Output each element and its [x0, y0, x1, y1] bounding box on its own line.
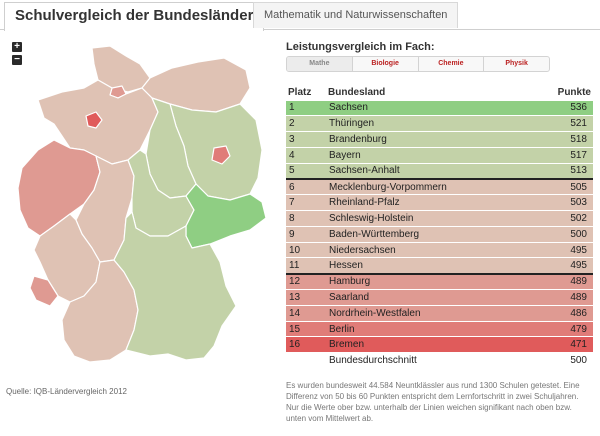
table-row[interactable]: 9 Baden-Württemberg 500 [286, 225, 593, 243]
rank-place-cell: 2 [286, 115, 326, 132]
rank-place-cell: 12 [286, 273, 326, 290]
table-row[interactable]: 8 Schleswig-Holstein 502 [286, 210, 593, 227]
ranking-rows: 1 Sachsen 536 2 Thüringen 521 3 Brandenburg 518 4… [286, 99, 593, 369]
subject-switcher: Mathe Biologie Chemie Physik [286, 56, 550, 72]
points-cell: 486 [531, 304, 593, 322]
subject-button-physik[interactable]: Physik [483, 57, 549, 71]
rank-place-cell: 8 [286, 210, 326, 227]
state-name-cell: Thüringen [326, 115, 532, 132]
rank-place-cell: 7 [286, 194, 326, 211]
average-points: 500 [531, 352, 593, 369]
table-row[interactable]: 12 Hamburg 489 [286, 273, 593, 290]
rank-place-cell: 9 [286, 225, 326, 243]
subject-button-biologie[interactable]: Biologie [351, 57, 418, 71]
table-row[interactable]: 7 Rheinland-Pfalz 503 [286, 194, 593, 211]
state-name-cell: Saarland [326, 289, 532, 306]
points-cell: 536 [531, 99, 593, 116]
average-label: Bundesdurchschnitt [326, 352, 532, 369]
state-name-cell: Berlin [326, 320, 532, 337]
column-header-state: Bundesland [328, 87, 386, 99]
state-name-cell: Hamburg [326, 273, 532, 290]
points-cell: 479 [531, 320, 593, 337]
points-cell: 518 [531, 131, 593, 148]
tab-math-science[interactable]: Mathematik und Naturwissenschaften [253, 2, 459, 28]
info-text: Es wurden bundesweit 44.584 Neuntklässle… [286, 381, 580, 423]
state-name-cell: Sachsen [326, 99, 532, 116]
table-row[interactable]: 15 Berlin 479 [286, 320, 593, 337]
points-cell: 513 [531, 162, 593, 180]
state-saarland[interactable] [29, 275, 59, 307]
points-cell: 503 [531, 194, 593, 211]
points-cell: 505 [531, 178, 593, 195]
map-source: Quelle: IQB-Ländervergleich 2012 [6, 387, 127, 396]
subject-button-chemie[interactable]: Chemie [417, 57, 484, 71]
table-row[interactable]: 3 Brandenburg 518 [286, 131, 593, 148]
points-cell: 495 [531, 257, 593, 275]
table-row[interactable]: 13 Saarland 489 [286, 289, 593, 306]
rank-place-cell: 13 [286, 289, 326, 306]
rank-place-cell: 14 [286, 304, 326, 322]
state-name-cell: Mecklenburg-Vorpommern [326, 178, 532, 195]
state-name-cell: Baden-Württemberg [326, 225, 532, 243]
average-spacer [286, 352, 326, 369]
state-name-cell: Brandenburg [326, 131, 532, 148]
rank-place-cell: 5 [286, 162, 326, 180]
points-cell: 489 [531, 289, 593, 306]
state-name-cell: Hessen [326, 257, 532, 275]
state-name-cell: Nordrhein-Westfalen [326, 304, 532, 322]
zoom-in-button[interactable]: + [12, 42, 22, 52]
rank-place-cell: 16 [286, 336, 326, 353]
points-cell: 517 [531, 146, 593, 164]
points-cell: 500 [531, 225, 593, 243]
state-name-cell: Bremen [326, 336, 532, 353]
rank-place-cell: 1 [286, 99, 326, 116]
column-header-place: Platz [288, 87, 312, 99]
table-row[interactable]: 16 Bremen 471 [286, 336, 593, 353]
table-row[interactable]: 5 Sachsen-Anhalt 513 [286, 162, 593, 180]
points-cell: 471 [531, 336, 593, 353]
state-name-cell: Niedersachsen [326, 241, 532, 258]
zoom-out-button[interactable]: − [12, 55, 22, 65]
column-header-points: Punkte [557, 87, 591, 99]
rank-place-cell: 10 [286, 241, 326, 258]
table-row[interactable]: 1 Sachsen 536 [286, 99, 593, 116]
state-name-cell: Schleswig-Holstein [326, 210, 532, 227]
rank-place-cell: 6 [286, 178, 326, 195]
rank-place-cell: 15 [286, 320, 326, 337]
state-name-cell: Bayern [326, 146, 532, 164]
average-row: Bundesdurchschnitt 500 [286, 352, 593, 369]
table-row[interactable]: 6 Mecklenburg-Vorpommern 505 [286, 178, 593, 195]
header-bar: Schulvergleich der Bundesländer Mathemat… [0, 0, 600, 31]
rank-place-cell: 4 [286, 146, 326, 164]
rank-place-cell: 11 [286, 257, 326, 275]
subject-heading: Leistungsvergleich im Fach: [286, 41, 435, 53]
table-header-row: Platz Bundesland Punkte [286, 86, 593, 100]
rank-place-cell: 3 [286, 131, 326, 148]
subject-button-mathe[interactable]: Mathe [287, 57, 352, 71]
points-cell: 489 [531, 273, 593, 290]
table-row[interactable]: 4 Bayern 517 [286, 146, 593, 164]
state-bremen[interactable] [85, 111, 103, 129]
ranking-table: Platz Bundesland Punkte 1 Sachsen 536 2 Thür… [286, 86, 593, 369]
state-berlin[interactable] [211, 145, 231, 165]
germany-map [17, 45, 267, 363]
points-cell: 521 [531, 115, 593, 132]
state-bayern[interactable] [113, 211, 237, 361]
state-name-cell: Sachsen-Anhalt [326, 162, 532, 180]
state-name-cell: Rheinland-Pfalz [326, 194, 532, 211]
table-row[interactable]: 11 Hessen 495 [286, 257, 593, 275]
table-row[interactable]: 14 Nordrhein-Westfalen 486 [286, 304, 593, 322]
page-title: Schulvergleich der Bundesländer [4, 2, 265, 31]
table-row[interactable]: 10 Niedersachsen 495 [286, 241, 593, 258]
points-cell: 502 [531, 210, 593, 227]
points-cell: 495 [531, 241, 593, 258]
table-row[interactable]: 2 Thüringen 521 [286, 115, 593, 132]
